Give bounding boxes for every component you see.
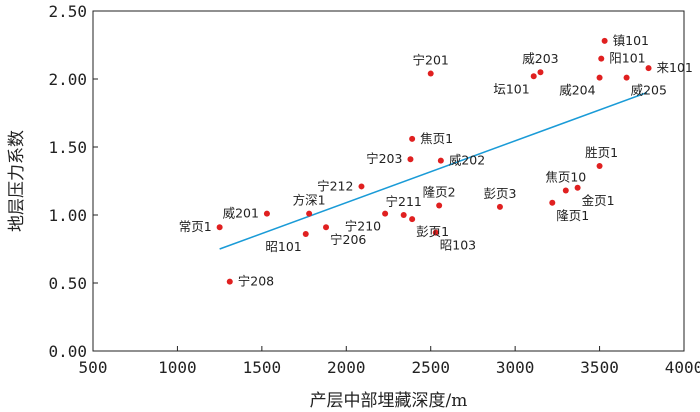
axes: 500 1000 1500 2000 2500 3000 3500 4000 0.00 0.50 1…: [48, 2, 700, 377]
data-point: [302, 231, 309, 238]
y-tick-label: 0.00: [48, 342, 87, 361]
x-tick-label: 1500: [243, 358, 282, 377]
data-label: 宁208: [238, 274, 274, 289]
data-point: [530, 73, 537, 80]
y-tick-label: 1.50: [48, 138, 87, 157]
data-point: [574, 184, 581, 191]
data-label: 昭103: [440, 238, 476, 253]
data-label: 宁210: [345, 219, 381, 234]
y-tick-label: 2.50: [48, 2, 87, 21]
data-point: [596, 74, 603, 81]
data-point: [263, 210, 270, 217]
x-tick-label: 2500: [411, 358, 450, 377]
data-label: 金页1: [582, 193, 615, 208]
data-point: [562, 187, 569, 194]
data-label: 威203: [522, 51, 558, 66]
data-label: 彭页1: [416, 224, 449, 239]
data-point: [601, 37, 608, 44]
data-label: 阳101: [609, 51, 645, 66]
data-label: 威204: [559, 83, 595, 98]
data-point: [537, 69, 544, 76]
data-points: [216, 37, 652, 285]
data-point: [437, 157, 444, 164]
data-point: [598, 55, 605, 62]
data-labels: 镇101 阳101 来101 威203 坛101 威204 威205 宁201 焦页1 宁203 威…: [179, 33, 693, 289]
data-point: [358, 183, 365, 190]
data-point: [427, 70, 434, 77]
trendline-layer: [219, 91, 648, 250]
x-tick-label: 4000: [665, 358, 700, 377]
data-point: [623, 74, 630, 81]
y-tick-label: 0.50: [48, 274, 87, 293]
data-label: 宁201: [413, 53, 449, 68]
data-label: 宁203: [366, 151, 402, 166]
x-axis-title: 产层中部埋藏深度/m: [310, 391, 468, 411]
data-point: [436, 202, 443, 209]
x-tick-label: 500: [79, 358, 108, 377]
data-point: [432, 229, 439, 236]
x-tick-label: 3000: [496, 358, 535, 377]
data-point: [323, 224, 330, 231]
trend-line: [219, 91, 648, 250]
data-label: 来101: [657, 60, 693, 75]
data-point: [645, 65, 652, 72]
data-label: 隆页1: [556, 208, 589, 223]
data-point: [409, 135, 416, 142]
data-label: 昭101: [265, 239, 301, 254]
data-point: [226, 278, 233, 285]
data-point: [216, 224, 223, 231]
data-label: 坛101: [493, 81, 529, 96]
plot-frame: [92, 10, 685, 352]
data-label: 宁206: [330, 232, 366, 247]
data-label: 方深1: [293, 193, 326, 208]
data-point: [596, 163, 603, 170]
data-label: 焦页1: [420, 131, 453, 146]
data-point: [496, 203, 503, 210]
data-label: 威201: [223, 206, 259, 221]
data-label: 胜页1: [585, 145, 618, 160]
data-point: [409, 216, 416, 223]
x-tick-label: 2000: [327, 358, 366, 377]
data-point: [382, 210, 389, 217]
data-label: 宁211: [386, 194, 422, 209]
data-label: 常页1: [179, 219, 212, 234]
data-label: 彭页3: [483, 186, 516, 201]
data-label: 宁212: [317, 178, 353, 193]
data-label: 焦页10: [545, 170, 586, 185]
data-label: 威205: [631, 83, 667, 98]
data-label: 隆页2: [423, 184, 456, 199]
y-axis-title: 地层压力系数: [7, 130, 27, 232]
x-tick-label: 3500: [580, 358, 619, 377]
data-point: [400, 212, 407, 218]
y-tick-label: 2.00: [48, 70, 87, 89]
data-point: [407, 156, 414, 163]
x-tick-label: 1000: [158, 358, 197, 377]
data-label: 镇101: [613, 33, 649, 48]
y-tick-label: 1.00: [48, 206, 87, 225]
data-point: [306, 210, 313, 217]
data-point: [549, 199, 556, 206]
data-label: 威202: [449, 153, 485, 168]
